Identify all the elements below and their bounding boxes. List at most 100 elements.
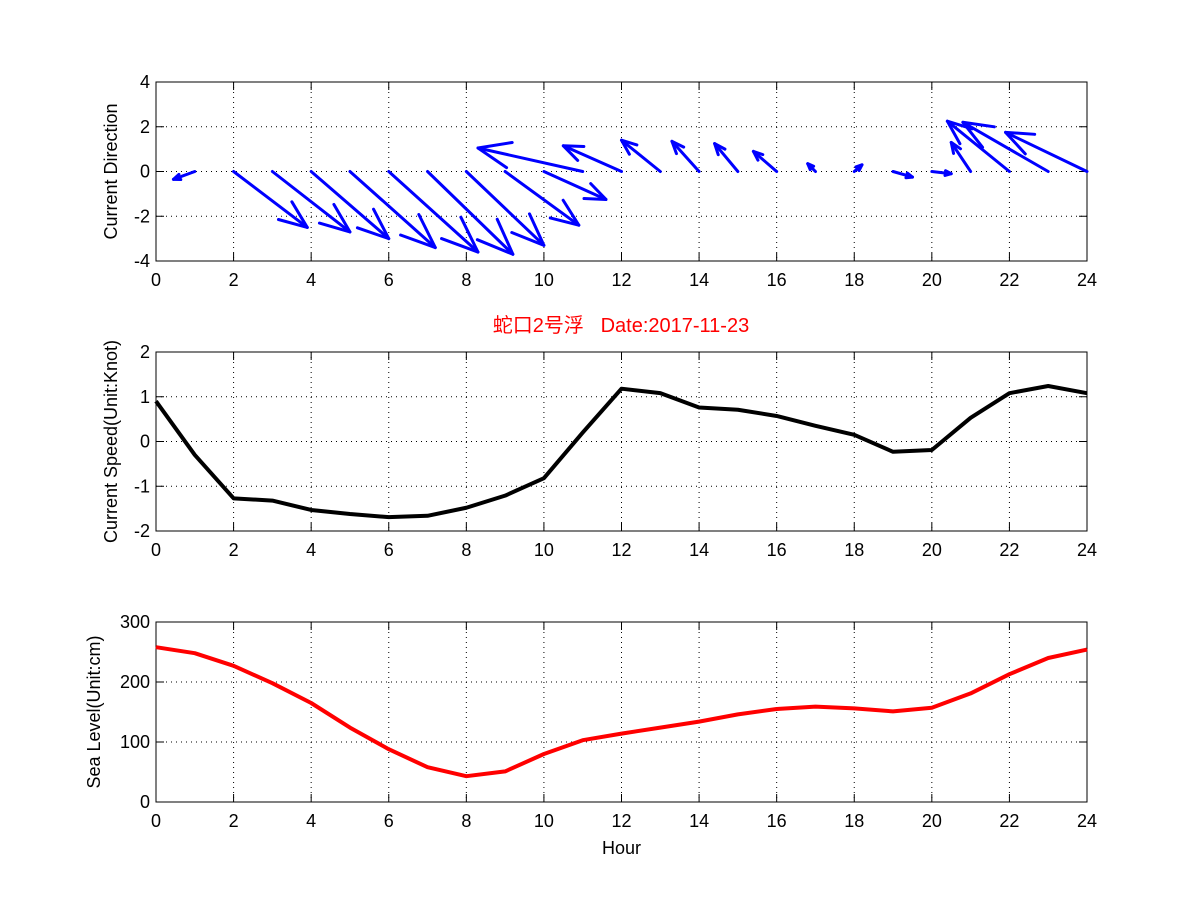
data-point — [349, 727, 351, 729]
data-point — [194, 454, 196, 456]
arrow-head — [806, 162, 816, 172]
x-tick-label: 20 — [922, 540, 942, 560]
data-point — [582, 739, 584, 741]
x-axis-title: Hour — [602, 838, 641, 858]
data-point — [970, 692, 972, 694]
y-tick-label: 300 — [120, 612, 150, 632]
arrow-head — [171, 172, 183, 182]
x-tick-label: 14 — [689, 811, 709, 831]
y-tick-label: 0 — [140, 792, 150, 812]
data-point — [776, 415, 778, 417]
y-tick-label: -2 — [134, 521, 150, 541]
arrow-head — [945, 119, 974, 146]
current-arrow — [542, 170, 608, 201]
arrow-head — [475, 217, 515, 256]
x-tick-label: 6 — [384, 270, 394, 290]
arrow-head — [399, 213, 437, 250]
data-point — [814, 706, 816, 708]
arrow-shaft — [945, 119, 1011, 173]
data-point — [155, 646, 157, 648]
x-tick-label: 8 — [461, 540, 471, 560]
data-point — [465, 507, 467, 509]
data-point — [504, 495, 506, 497]
arrow-shaft — [270, 170, 352, 234]
x-tick-label: 18 — [844, 270, 864, 290]
data-point — [233, 497, 235, 499]
grid — [156, 352, 1087, 531]
current-arrow — [949, 140, 973, 173]
data-point — [310, 509, 312, 511]
x-tick-label: 0 — [151, 540, 161, 560]
data-point — [659, 727, 661, 729]
x-tick-label: 22 — [999, 811, 1019, 831]
arrow-head — [943, 169, 953, 177]
data-point — [310, 702, 312, 704]
arrow-shaft — [949, 140, 973, 173]
arrow-head — [949, 140, 963, 155]
arrow-shaft — [1004, 130, 1089, 173]
x-tick-label: 8 — [461, 270, 471, 290]
y-axis-title: Current Direction — [101, 103, 121, 239]
data-point — [465, 775, 467, 777]
current-arrow — [751, 149, 779, 173]
current-arrow — [464, 170, 546, 247]
grid — [156, 622, 1087, 802]
arrow-head — [317, 202, 352, 234]
data-point — [814, 425, 816, 427]
data-point — [737, 409, 739, 411]
arrow-shaft — [670, 139, 701, 173]
current-arrow — [930, 169, 953, 177]
arrow-head — [582, 182, 608, 201]
y-tick-label: 200 — [120, 672, 150, 692]
data-point — [1086, 392, 1088, 394]
y-axis-title: Sea Level(Unit:cm) — [84, 635, 104, 788]
arrow-head — [670, 139, 686, 156]
arrow-head — [440, 215, 480, 254]
x-tick-label: 10 — [534, 540, 554, 560]
y-tick-label: 1 — [140, 387, 150, 407]
arrow-head — [276, 200, 309, 229]
data-point — [737, 713, 739, 715]
arrow-shaft — [561, 144, 623, 173]
data-point — [698, 721, 700, 723]
arrow-shaft — [232, 170, 309, 229]
data-point — [621, 388, 622, 390]
arrow-shaft — [387, 170, 480, 254]
data-point — [621, 733, 622, 735]
current-arrow — [426, 170, 515, 256]
x-tick-label: 4 — [306, 270, 316, 290]
x-tick-label: 6 — [384, 540, 394, 560]
x-tick-label: 20 — [922, 270, 942, 290]
x-tick-label: 22 — [999, 540, 1019, 560]
arrow-head — [1004, 130, 1037, 156]
data-point — [194, 652, 196, 654]
y-tick-label: -2 — [134, 206, 150, 226]
arrow-head — [751, 149, 765, 162]
current-arrow — [561, 144, 623, 173]
x-tick-label: 16 — [767, 811, 787, 831]
x-tick-label: 18 — [844, 811, 864, 831]
arrow-shaft — [542, 170, 608, 201]
data-point — [853, 707, 855, 709]
arrow-shaft — [503, 170, 581, 227]
current-arrow — [348, 170, 437, 250]
y-tick-label: 2 — [140, 342, 150, 362]
data-point — [155, 400, 157, 402]
y-tick-label: 100 — [120, 732, 150, 752]
arrow-shaft — [620, 138, 662, 173]
current-arrow — [171, 170, 197, 182]
data-point — [970, 417, 972, 419]
arrow-head — [854, 163, 864, 173]
y-tick-label: 0 — [140, 162, 150, 182]
x-tick-label: 16 — [767, 270, 787, 290]
arrow-head — [476, 140, 514, 170]
current-arrow — [232, 170, 309, 229]
x-tick-label: 12 — [611, 811, 631, 831]
current-arrow — [476, 140, 585, 173]
y-tick-label: 0 — [140, 432, 150, 452]
x-tick-label: 4 — [306, 540, 316, 560]
current-arrow — [713, 142, 740, 173]
data-point — [388, 748, 390, 750]
